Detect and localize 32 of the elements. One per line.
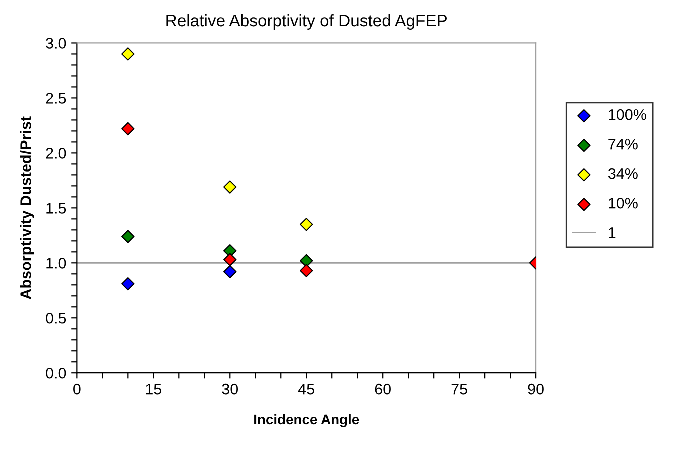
y-tick-label: 2.0 <box>46 148 66 159</box>
y-tick-label: 1.5 <box>46 203 66 214</box>
point <box>224 180 237 194</box>
y-tick-label: 2.5 <box>46 93 66 104</box>
x-tick-label: 30 <box>222 384 238 395</box>
legend-label: 10% <box>609 198 638 209</box>
y-tick-label: 1.0 <box>46 258 66 269</box>
chart-title: Relative Absorptivity of Dusted AgFEP <box>166 14 448 30</box>
point <box>300 264 314 278</box>
point <box>122 122 135 136</box>
point <box>224 253 237 266</box>
y-tick-label: 0.5 <box>46 312 66 324</box>
x-tick-label: 75 <box>452 384 468 395</box>
point <box>300 218 314 232</box>
point <box>122 48 135 61</box>
x-tick-label: 60 <box>375 384 391 395</box>
legend-label: 34% <box>608 168 638 180</box>
x-axis-title: Incidence Angle <box>254 414 360 428</box>
point <box>122 230 135 244</box>
point <box>224 265 237 279</box>
y-axis-title: Absorptivity Dusted/Prist <box>20 116 34 300</box>
legend-label: 100% <box>609 109 646 120</box>
x-tick-label: 15 <box>146 384 162 395</box>
legend-label: 74% <box>608 139 638 150</box>
point <box>122 277 135 291</box>
x-tick-label: 45 <box>298 384 314 395</box>
y-tick-label: 0.0 <box>46 368 66 379</box>
x-tick-label: 90 <box>528 384 544 395</box>
point <box>300 254 314 268</box>
y-tick-label: 3.0 <box>46 38 66 49</box>
legend-label: 1 <box>609 228 616 238</box>
x-tick-label: 0 <box>74 384 81 395</box>
